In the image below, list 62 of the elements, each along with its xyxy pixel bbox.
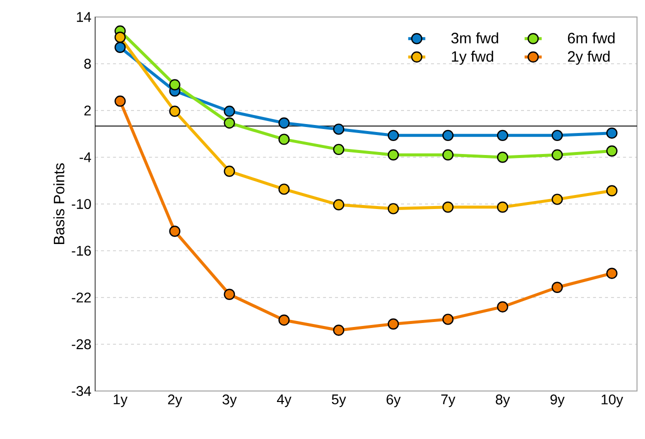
point (496, 301, 508, 312)
y-tick-label: -10 (72, 199, 91, 209)
x-tick-label: 6y (386, 394, 401, 408)
legend-label: 3m fwd (451, 32, 498, 44)
x-tick-label: 5y (332, 394, 346, 408)
point (388, 130, 399, 142)
x-tick-label: 3y (222, 394, 237, 408)
point (278, 314, 290, 326)
y-tick-label: 14 (76, 12, 92, 22)
point (333, 124, 344, 135)
point (552, 282, 563, 293)
x-tick-label: 4y (276, 394, 292, 408)
point (114, 42, 126, 53)
x-tick-label: 2y (168, 394, 182, 408)
point (278, 117, 290, 129)
point (606, 268, 618, 279)
point (278, 184, 290, 195)
y-tick-label: -4 (80, 152, 92, 162)
point (552, 130, 563, 142)
point (114, 32, 126, 43)
point (224, 117, 236, 129)
x-tick-label: 9y (550, 394, 565, 408)
point (388, 203, 399, 214)
point (169, 226, 180, 237)
point (606, 185, 618, 196)
y-tick-label: 2 (84, 106, 91, 116)
legend-label: 1y fwd (452, 50, 494, 65)
point (606, 145, 618, 157)
point (442, 202, 454, 213)
point (606, 127, 618, 139)
point (224, 288, 236, 300)
y-tick-label: -16 (72, 246, 91, 256)
point (552, 149, 563, 161)
y-axis-title: Basis Points (53, 163, 64, 244)
point (496, 130, 508, 142)
x-tick-label: 8y (496, 394, 510, 408)
point (496, 202, 508, 213)
point (169, 106, 180, 117)
legend-label: 2y fwd (568, 50, 610, 65)
y-tick-label: -22 (72, 292, 91, 302)
point (333, 144, 344, 156)
point (169, 79, 180, 90)
point (114, 96, 126, 107)
x-tick-label: 7y (441, 394, 456, 408)
legend-label: 6m fwd (568, 32, 615, 44)
point (496, 152, 508, 163)
point (442, 149, 454, 161)
point (333, 199, 344, 210)
y-tick-label: 8 (84, 58, 91, 69)
point (224, 106, 236, 117)
point (442, 130, 454, 142)
point (442, 314, 454, 325)
y-tick-label: -34 (72, 386, 92, 396)
x-tick-label: 10y (602, 394, 624, 408)
point (388, 149, 399, 161)
point (333, 324, 344, 336)
x-tick-label: 1y (114, 394, 128, 408)
point (552, 194, 563, 205)
y-tick-label: -28 (72, 339, 91, 350)
point (278, 134, 290, 145)
point (224, 166, 236, 177)
point (388, 318, 399, 330)
